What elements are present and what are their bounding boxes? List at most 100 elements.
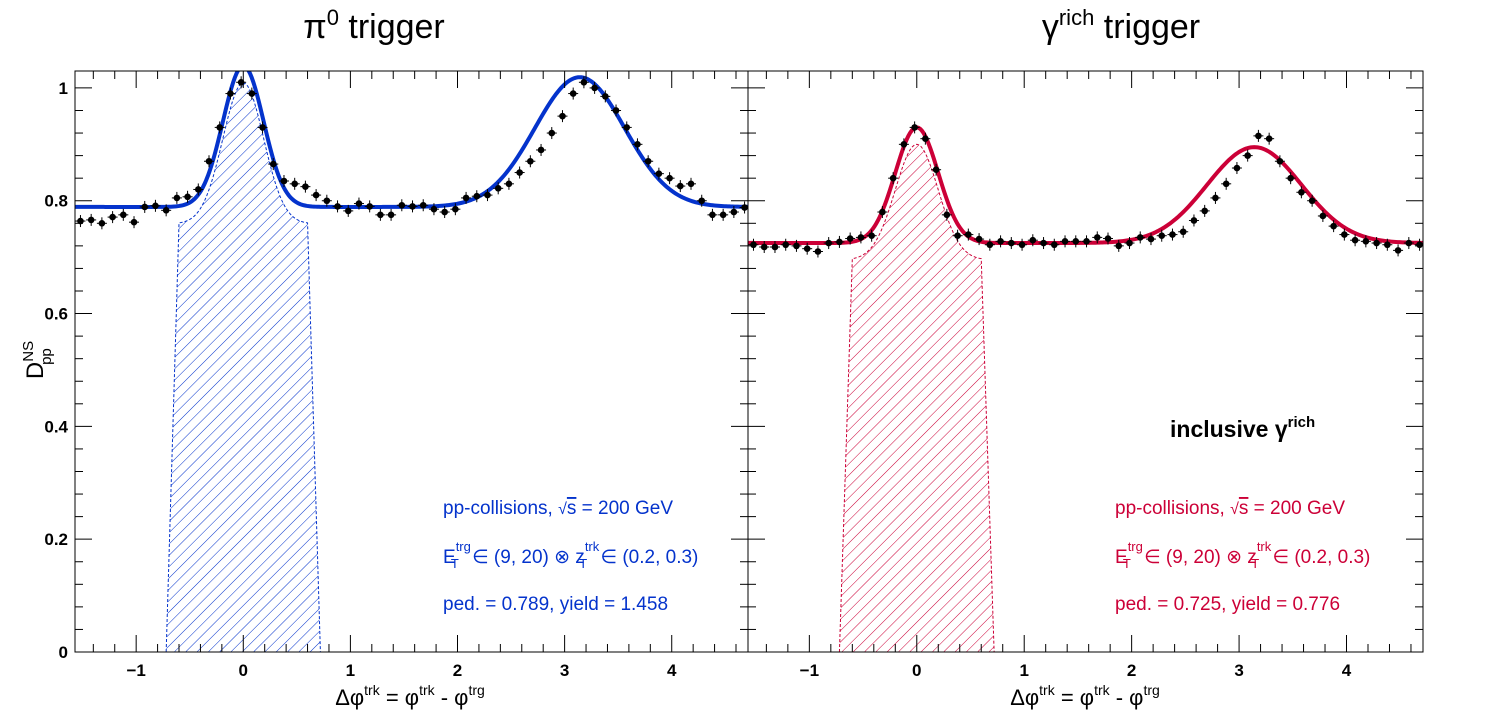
left-data-point: [75, 215, 86, 228]
left-data-point: [118, 208, 129, 221]
left-data-point: [96, 217, 107, 230]
right-data-point: [1049, 238, 1060, 251]
right-data-point: [1103, 232, 1114, 245]
left-data-point: [493, 182, 504, 195]
right-x-tick-label: 3: [1234, 661, 1243, 680]
left-data-point: [696, 194, 707, 207]
left-data-point: [525, 155, 536, 168]
left-data-point: [428, 203, 439, 216]
left-data-point: [364, 200, 375, 213]
left-data-point: [332, 200, 343, 213]
right-x-tick-label: 0: [912, 661, 921, 680]
right-data-point: [941, 208, 952, 221]
right-data-point: [1296, 186, 1307, 199]
left-data-point: [214, 121, 225, 134]
left-data-point: [204, 155, 215, 168]
right-data-point: [1081, 235, 1092, 248]
left-data-point: [193, 183, 204, 196]
left-data-point: [675, 180, 686, 193]
left-x-tick-label: 3: [560, 661, 569, 680]
left-data-point: [300, 180, 311, 193]
left-ann-fit: ped. = 0.789, yield = 1.458: [443, 594, 668, 615]
right-frame: [747, 70, 1424, 653]
left-data-point: [278, 174, 289, 187]
left-data-point: [461, 191, 472, 204]
left-data-point: [557, 110, 568, 123]
left-data-point: [546, 127, 557, 140]
left-data-point: [386, 208, 397, 221]
right-panel: −1 0 1 2 3 4: [747, 70, 1424, 680]
right-data-point: [1285, 172, 1296, 185]
right-data-point: [1178, 225, 1189, 238]
right-data-point: [963, 228, 974, 241]
left-y-tick-label: 0: [59, 643, 68, 662]
right-data-point: [1092, 231, 1103, 244]
right-data-point: [1371, 237, 1382, 250]
left-data-point: [632, 138, 643, 151]
right-data-point: [920, 132, 931, 145]
right-data-point: [1328, 220, 1339, 233]
left-data-point: [664, 172, 675, 185]
left-y-tick-label: 0.8: [44, 192, 68, 211]
left-data-point: [600, 90, 611, 103]
left-data-point: [86, 213, 97, 226]
right-data-point: [759, 240, 770, 253]
right-data-point: [1339, 228, 1350, 241]
left-data-point: [450, 203, 461, 216]
left-data-point: [718, 208, 729, 221]
left-data-point: [482, 189, 493, 202]
left-data-point: [536, 143, 547, 156]
left-data-point: [129, 216, 140, 229]
left-y-tick-label: 0.6: [44, 305, 68, 324]
left-data-point: [289, 177, 300, 190]
left-fit-curve: [75, 71, 748, 209]
right-data-point: [1124, 237, 1135, 250]
right-data-point: [1017, 238, 1028, 251]
right-data-point: [1307, 194, 1318, 207]
left-data-point: [578, 76, 589, 89]
right-data-point: [1360, 235, 1371, 248]
right-fit-curve: [748, 125, 1423, 246]
left-data-point: [407, 200, 418, 213]
right-data-point: [802, 242, 813, 255]
right-x-axis-title: Δφtrk = φtrk - φtrg: [1010, 682, 1160, 710]
right-data-point: [1231, 162, 1242, 175]
right-data-point: [769, 240, 780, 253]
right-data-point: [1167, 228, 1178, 241]
left-data-point: [161, 204, 172, 217]
left-data-point: [353, 197, 364, 210]
left-data-point: [321, 194, 332, 207]
left-annotations: pp-collisions, √s = 200 GeV Etrg T ∈ (9, …: [443, 498, 698, 615]
right-data-point: [1264, 132, 1275, 145]
right-data-point: [984, 238, 995, 251]
right-data-point: [995, 235, 1006, 248]
sqrt-sign: √: [1230, 501, 1239, 518]
inclusive-label: inclusive γrich: [1170, 414, 1315, 442]
right-annotations: pp-collisions, √s = 200 GeV Etrg T ∈ (9, …: [1115, 498, 1370, 615]
left-x-tick-label: 2: [453, 661, 462, 680]
left-data-point: [311, 189, 322, 202]
right-data-point: [877, 206, 888, 219]
left-data-point: [139, 200, 150, 213]
right-data-point: [974, 233, 985, 246]
right-data-point: [1113, 239, 1124, 252]
right-data-point: [855, 231, 866, 244]
left-x-tick-label: 1: [346, 661, 355, 680]
left-ann-ranges: Etrg T ∈ (9, 20) ⊗ ztrk T ∈ (0.2, 0.3): [443, 539, 698, 571]
left-data-point: [707, 208, 718, 221]
right-panel-title: γrich trigger: [1042, 5, 1200, 46]
left-data-point: [396, 199, 407, 212]
right-ann-collisions: pp-collisions, √s = 200 GeV: [1115, 498, 1345, 519]
left-data-point: [589, 81, 600, 94]
left-data-point: [225, 87, 236, 100]
right-data-point: [834, 235, 845, 248]
left-data-point: [418, 199, 429, 212]
left-plot-area: [75, 71, 748, 652]
left-data-point: [568, 87, 579, 100]
sqrt-sign: √: [558, 501, 567, 518]
right-data-point: [866, 229, 877, 242]
right-ann-fit: ped. = 0.725, yield = 0.776: [1115, 594, 1340, 615]
right-data-point: [1414, 238, 1423, 251]
right-data-point: [1027, 234, 1038, 247]
